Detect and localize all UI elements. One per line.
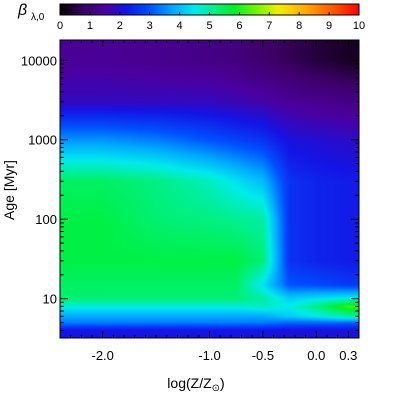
x-tick-label: 0.0 — [307, 348, 325, 363]
x-axis-label-main: log(Z/Z — [167, 375, 212, 391]
colorbar-title-symbol: β — [17, 2, 27, 19]
y-tick-label: 1000 — [28, 133, 57, 148]
x-tick-label: -0.5 — [252, 348, 274, 363]
x-tick-label: -1.0 — [198, 348, 220, 363]
colorbar-tick-label: 5 — [206, 20, 212, 32]
y-axis-label: Age [Myr] — [1, 160, 17, 220]
colorbar: β λ,0 0 1 2 3 4 5 6 7 8 9 10 — [17, 2, 365, 32]
x-tick-label: -2.0 — [92, 348, 114, 363]
y-tick-label: 10 — [43, 292, 57, 307]
colorbar-tick-label: 3 — [147, 20, 153, 32]
colorbar-tick-label: 6 — [236, 20, 242, 32]
x-axis-label-subscript: ⊙ — [212, 383, 220, 394]
heatmap-image — [60, 40, 359, 338]
y-tick-label: 100 — [35, 212, 57, 227]
x-tick-label: 0.3 — [339, 348, 357, 363]
colorbar-tick-label: 4 — [177, 20, 183, 32]
colorbar-gradient — [60, 4, 359, 15]
colorbar-tick-label: 1 — [87, 20, 93, 32]
x-axis-label-close: ) — [220, 375, 225, 391]
colorbar-title-subscript: λ,0 — [31, 12, 45, 23]
y-tick-label: 10000 — [21, 53, 57, 68]
y-axis-ticks: 10 100 1000 10000 — [21, 53, 359, 331]
x-axis-label: log(Z/Z⊙) — [167, 375, 224, 394]
colorbar-tick-label: 10 — [353, 20, 365, 32]
colorbar-tick-label: 2 — [117, 20, 123, 32]
colorbar-tick-label: 8 — [296, 20, 302, 32]
colorbar-tick-label: 9 — [326, 20, 332, 32]
colorbar-tick-label: 7 — [266, 20, 272, 32]
colorbar-ticks: 0 1 2 3 4 5 6 7 8 9 10 — [57, 12, 365, 32]
x-axis-ticks: -2.0 -1.0 -0.5 0.0 0.3 — [70, 40, 357, 363]
plot-area: -2.0 -1.0 -0.5 0.0 0.3 10 100 1000 10000 — [21, 39, 360, 363]
colorbar-tick-label: 0 — [57, 20, 63, 32]
